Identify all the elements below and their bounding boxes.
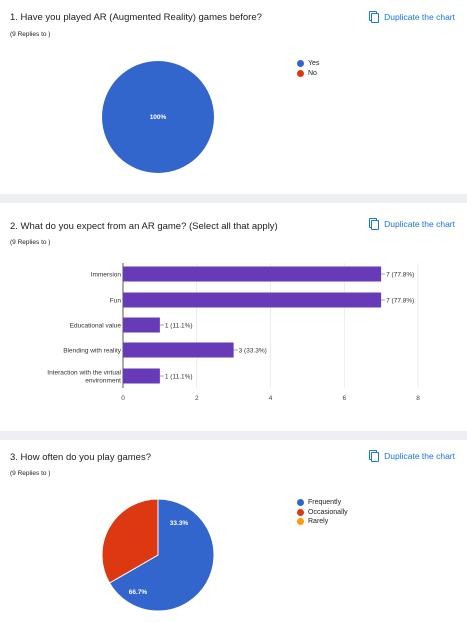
slice-label: 66.7% [129, 589, 148, 596]
bar [123, 317, 160, 333]
section-divider [0, 431, 467, 440]
slice-label: 33.3% [170, 520, 189, 527]
bar [123, 342, 234, 358]
question-title: 1. Have you played AR (Augmented Reality… [10, 12, 262, 23]
category-label-line: Immersion [91, 271, 122, 278]
category-label-line: Blending with reality [63, 347, 122, 354]
legend-item-yes: Yes [297, 59, 319, 69]
question-card-2: 2. What do you expect from an AR game? (… [0, 203, 467, 431]
question-title: 3. How often do you play games? [10, 452, 152, 463]
pie-chart: 66.7% 33.3% [101, 498, 215, 612]
question-title: 2. What do you expect from an AR game? (… [10, 221, 278, 232]
data-label: 7 (77.8%) [386, 297, 414, 304]
category-label: Blending with reality [63, 347, 122, 354]
x-tick-label: 2 [195, 395, 199, 402]
chart-legend: Yes No [297, 59, 319, 78]
legend-dot [297, 60, 304, 68]
pie-slice [108, 498, 215, 612]
bar [123, 292, 382, 308]
slice-label: 100% [150, 114, 167, 121]
pie-slice [101, 498, 159, 584]
legend-dot [297, 518, 304, 526]
section-divider [0, 194, 467, 203]
legend-item-rarely: Rarely [297, 517, 348, 527]
data-label: 1 (11.1%) [165, 373, 193, 380]
duplicate-chart-button[interactable]: Duplicate the chart [369, 11, 455, 23]
question-card-1: 1. Have you played AR (Augmented Reality… [0, 0, 467, 193]
legend-item-no: No [297, 69, 319, 79]
x-tick-label: 8 [416, 395, 420, 402]
data-label: 1 (11.1%) [165, 322, 193, 329]
category-label-line: environment [85, 377, 121, 384]
pie-chart: 100% [102, 61, 214, 173]
copy-icon [369, 218, 380, 230]
x-tick-label: 6 [342, 395, 346, 402]
legend-label: No [308, 69, 317, 77]
category-label-line: Educational value [70, 322, 122, 329]
bar [123, 266, 382, 282]
reply-count: (9 Replies to ) [10, 239, 51, 246]
duplicate-chart-label: Duplicate the chart [384, 11, 455, 22]
category-label: Immersion [91, 271, 122, 278]
copy-icon [369, 450, 380, 462]
duplicate-chart-button[interactable]: Duplicate the chart [369, 450, 455, 462]
pie-slice [102, 61, 214, 173]
chart-legend: Frequently Occasionally Rarely [297, 498, 348, 527]
legend-dot [297, 508, 304, 516]
legend-item-frequently: Frequently [297, 498, 348, 508]
reply-count: (9 Replies to ) [10, 470, 51, 477]
data-label: 7 (77.8%) [386, 271, 414, 278]
category-label-line: Interaction with the virtual [47, 369, 121, 376]
legend-dot [297, 69, 304, 77]
duplicate-chart-button[interactable]: Duplicate the chart [369, 218, 455, 230]
x-tick-label: 0 [121, 395, 125, 402]
legend-label: Occasionally [308, 508, 348, 516]
x-tick-label: 4 [269, 395, 273, 402]
legend-label: Yes [308, 60, 320, 68]
legend-label: Frequently [308, 499, 342, 507]
category-label: Educational value [70, 322, 122, 329]
duplicate-chart-label: Duplicate the chart [384, 218, 455, 229]
bar-chart: 0 2 4 6 8 7 (77.8%) Immersion 7 (77.8%) Fun 1 (11… [47, 263, 420, 402]
bar [123, 368, 160, 384]
duplicate-chart-label: Duplicate the chart [384, 450, 455, 461]
category-label-line: Fun [110, 297, 122, 304]
category-label: Interaction with the virtual environment [47, 369, 121, 384]
category-label: Fun [110, 297, 122, 304]
question-card-3: 3. How often do you play games? (9 Repli… [0, 440, 467, 622]
legend-item-occasionally: Occasionally [297, 508, 348, 518]
reply-count: (9 Replies to ) [10, 31, 51, 38]
copy-icon [369, 11, 380, 23]
data-label: 3 (33.3%) [239, 347, 267, 354]
legend-label: Rarely [308, 518, 329, 526]
legend-dot [297, 499, 304, 507]
